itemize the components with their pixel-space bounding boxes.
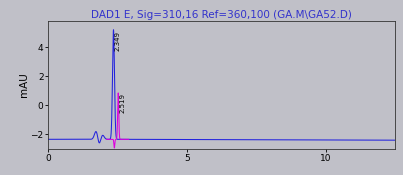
Text: 2.349: 2.349 (114, 31, 120, 51)
Text: 2.519: 2.519 (119, 93, 125, 113)
Y-axis label: mAU: mAU (19, 72, 29, 97)
Title: DAD1 E, Sig=310,16 Ref=360,100 (GA.M\GA52.D): DAD1 E, Sig=310,16 Ref=360,100 (GA.M\GA5… (91, 10, 352, 20)
